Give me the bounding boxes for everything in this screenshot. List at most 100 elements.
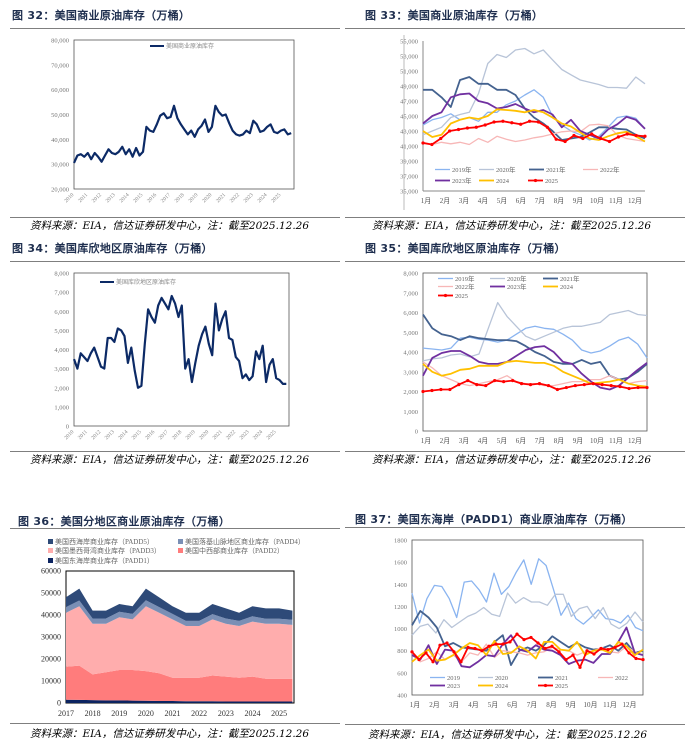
data-point bbox=[641, 657, 645, 662]
legend-swatch bbox=[178, 548, 183, 553]
divider bbox=[10, 528, 340, 529]
x-tick-label: 6月 bbox=[507, 701, 518, 709]
data-point bbox=[636, 385, 640, 390]
x-tick-label: 2010 bbox=[63, 192, 75, 204]
data-point bbox=[528, 382, 533, 387]
legend-label: 2024 bbox=[496, 178, 510, 185]
divider bbox=[345, 217, 685, 218]
divider bbox=[10, 261, 340, 262]
source-note: 资料来源：EIA，信达证券研发中心，注：截至2025.12.26 bbox=[30, 454, 310, 466]
data-point bbox=[466, 379, 470, 383]
y-tick-label: 6,000 bbox=[54, 309, 69, 316]
y-tick-label: 0 bbox=[57, 699, 61, 708]
legend-padd5: 美国西海岸商业库存（PADD5） bbox=[48, 537, 154, 546]
legend-padd2: 美国中西部商业库存（PADD2） bbox=[178, 546, 284, 555]
plot-frame bbox=[422, 272, 648, 432]
x-tick-label: 2016 bbox=[146, 192, 158, 204]
x-tick-label: 12月 bbox=[628, 437, 642, 445]
series-line-main bbox=[72, 294, 287, 389]
x-tick-label: 3月 bbox=[449, 701, 460, 709]
x-tick-label: 9月 bbox=[573, 437, 584, 445]
x-tick-label: 11月 bbox=[609, 197, 623, 205]
legend-padd4: 美国落基山脉地区商业库存（PADD4） bbox=[178, 537, 305, 546]
x-tick-label: 2021 bbox=[165, 709, 181, 718]
x-tick-label: 2024 bbox=[252, 429, 264, 441]
legend-label: 美国中西部商业库存（PADD2） bbox=[185, 546, 284, 555]
data-point bbox=[480, 649, 484, 653]
data-point bbox=[421, 389, 425, 394]
legend-2022: 2022年 bbox=[438, 282, 475, 291]
y-tick-label: 400 bbox=[397, 693, 407, 700]
legend-2024: 2024 bbox=[543, 284, 574, 291]
data-point bbox=[459, 660, 463, 664]
area-padd4 bbox=[66, 600, 293, 626]
data-point bbox=[527, 119, 532, 123]
x-tick-label: 2020 bbox=[198, 429, 210, 441]
y-tick-label: 51,000 bbox=[400, 69, 418, 76]
y-tick-label: 2,000 bbox=[403, 389, 418, 396]
x-tick-label: 2025 bbox=[270, 192, 282, 204]
data-point bbox=[445, 641, 449, 645]
x-tick-label: 2022 bbox=[191, 709, 207, 718]
legend-2020: 2020 bbox=[478, 675, 508, 682]
y-tick-label: 8,000 bbox=[403, 271, 418, 278]
x-tick-label: 8月 bbox=[546, 701, 557, 709]
y-tick-label: 50,000 bbox=[51, 112, 69, 119]
legend-swatch bbox=[48, 558, 53, 563]
data-point bbox=[417, 657, 421, 662]
data-point bbox=[546, 383, 551, 388]
y-tick-label: 1,000 bbox=[403, 409, 418, 416]
x-tick-label: 4月 bbox=[478, 437, 489, 445]
y-tick-label: 50000 bbox=[41, 589, 61, 598]
data-point bbox=[484, 383, 488, 388]
x-tick-label: 1月 bbox=[421, 437, 432, 445]
x-tick-label: 2017 bbox=[158, 429, 170, 441]
x-tick-label: 2016 bbox=[144, 429, 156, 441]
y-tick-label: 43,000 bbox=[400, 129, 418, 136]
y-tick-label: 40000 bbox=[41, 611, 61, 620]
data-point bbox=[501, 119, 505, 123]
data-point bbox=[475, 382, 479, 387]
data-point bbox=[571, 653, 575, 657]
x-tick-label: 2025 bbox=[266, 429, 278, 441]
x-tick-label: 2023 bbox=[239, 429, 251, 441]
y-tick-label: 80,000 bbox=[51, 38, 69, 45]
legend-label: 2021年 bbox=[546, 165, 566, 174]
data-point bbox=[430, 388, 434, 393]
legend-marker bbox=[443, 293, 448, 298]
legend-label: 美国落基山脉地区商业库存（PADD4） bbox=[185, 537, 305, 546]
x-tick-label: 4月 bbox=[478, 197, 489, 205]
series-line-2024 bbox=[422, 108, 646, 143]
y-tick-label: 1200 bbox=[394, 604, 407, 611]
y-tick-label: 20,000 bbox=[51, 187, 69, 194]
x-tick-label: 2015 bbox=[131, 429, 143, 441]
x-tick-label: 2010 bbox=[63, 429, 75, 441]
series-line-2020 bbox=[411, 592, 644, 636]
series-line-2019 bbox=[422, 325, 648, 359]
data-point bbox=[585, 649, 589, 653]
legend-2021: 2021 bbox=[538, 675, 568, 682]
fig37-title: 图 37：美国东海岸（PADD1）商业原油库存（万桶） bbox=[355, 513, 633, 526]
x-tick-label: 2011 bbox=[77, 429, 89, 441]
x-tick-label: 10月 bbox=[590, 437, 604, 445]
legend-label: 2019年 bbox=[452, 165, 472, 174]
data-point bbox=[620, 642, 624, 646]
series-line-2021 bbox=[411, 610, 644, 666]
data-point bbox=[439, 136, 443, 141]
x-tick-label: 1月 bbox=[421, 197, 432, 205]
legend-2021: 2021年 bbox=[529, 165, 566, 174]
legend-label: 2024 bbox=[560, 284, 574, 291]
area-padd3 bbox=[66, 606, 293, 679]
legend-label: 美国墨西哥湾商业库存（PADD3） bbox=[55, 546, 161, 555]
data-point bbox=[502, 380, 506, 384]
x-tick-label: 12月 bbox=[623, 701, 637, 709]
data-point bbox=[529, 635, 533, 640]
data-point bbox=[618, 384, 622, 389]
y-tick-label: 60000 bbox=[41, 567, 61, 576]
x-tick-label: 2018 bbox=[174, 192, 186, 204]
y-tick-label: 3,000 bbox=[403, 369, 418, 376]
data-point bbox=[515, 632, 519, 636]
source-note: 资料来源：EIA，信达证券研发中心，注：截至2025.12.26 bbox=[372, 454, 652, 466]
x-tick-label: 2025 bbox=[271, 709, 287, 718]
x-tick-label: 3月 bbox=[459, 437, 470, 445]
